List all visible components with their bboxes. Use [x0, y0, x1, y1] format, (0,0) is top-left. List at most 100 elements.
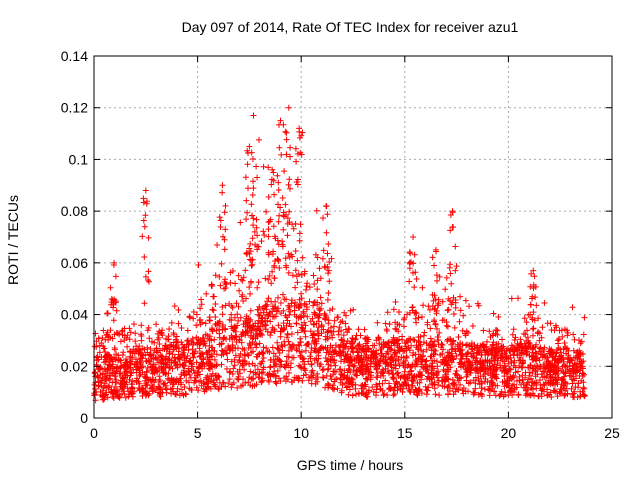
data-point	[170, 388, 177, 395]
data-point	[424, 373, 431, 380]
data-point	[511, 357, 518, 364]
data-point	[412, 309, 419, 316]
data-point	[233, 300, 240, 307]
data-point	[303, 286, 309, 293]
data-point	[375, 362, 382, 369]
data-point	[491, 388, 498, 395]
data-point	[170, 346, 177, 353]
data-point	[329, 385, 336, 392]
data-point	[198, 301, 205, 308]
data-point	[209, 326, 215, 333]
data-point	[286, 369, 292, 376]
data-point	[204, 372, 211, 379]
data-point	[266, 272, 273, 279]
data-point	[304, 313, 311, 320]
data-point	[287, 144, 294, 151]
data-point	[577, 340, 584, 347]
data-point	[344, 374, 351, 381]
data-point	[279, 243, 286, 250]
data-point	[310, 272, 317, 279]
data-point	[267, 356, 274, 363]
data-point	[314, 328, 321, 334]
data-point	[245, 185, 251, 192]
data-point	[119, 374, 126, 381]
data-point	[187, 357, 194, 364]
data-point	[105, 351, 112, 358]
data-point	[100, 327, 107, 334]
data-point	[580, 379, 587, 386]
data-point	[306, 284, 313, 291]
data-point	[142, 392, 149, 399]
data-point	[157, 390, 164, 397]
data-point	[363, 340, 370, 347]
data-point	[574, 360, 581, 367]
data-point	[284, 215, 291, 222]
data-point	[559, 333, 566, 340]
data-point	[104, 394, 111, 401]
x-tick-label: 5	[194, 425, 202, 441]
data-point	[228, 311, 235, 318]
data-point	[264, 317, 271, 324]
data-point	[574, 354, 581, 361]
data-point	[381, 342, 388, 349]
data-point	[325, 270, 332, 277]
data-point	[331, 317, 338, 324]
data-point	[205, 376, 212, 383]
data-point	[268, 298, 275, 305]
data-point	[391, 337, 398, 344]
data-point	[222, 302, 229, 309]
data-point	[437, 352, 444, 358]
data-point	[285, 302, 292, 309]
data-point	[306, 374, 313, 381]
data-point	[547, 320, 554, 327]
data-point	[337, 366, 344, 373]
data-point	[292, 248, 299, 254]
data-point	[283, 211, 289, 218]
data-point	[340, 332, 347, 339]
data-point	[313, 207, 320, 214]
data-point	[268, 280, 275, 287]
data-point	[557, 353, 564, 360]
data-point	[268, 176, 275, 183]
data-point	[324, 333, 331, 340]
data-point	[186, 313, 193, 320]
data-point	[494, 350, 501, 357]
data-point	[525, 364, 532, 371]
data-point	[246, 143, 253, 150]
data-point	[217, 224, 224, 230]
data-point	[229, 268, 236, 274]
data-point	[248, 257, 255, 264]
data-point	[556, 389, 563, 396]
data-point	[390, 374, 397, 381]
data-point	[418, 376, 425, 383]
data-point	[456, 374, 463, 381]
data-point	[145, 392, 152, 399]
data-point	[221, 285, 228, 292]
data-point	[301, 268, 308, 275]
data-point	[212, 272, 219, 279]
data-point	[515, 368, 521, 375]
data-point	[323, 229, 330, 236]
data-point	[554, 337, 561, 344]
data-point	[518, 364, 525, 371]
data-point	[493, 341, 500, 348]
data-point	[284, 220, 291, 227]
data-point	[210, 307, 217, 314]
data-point	[146, 335, 153, 342]
data-point	[352, 371, 359, 378]
data-point	[499, 336, 505, 343]
data-point	[530, 309, 537, 316]
data-point	[395, 340, 401, 347]
data-point	[197, 316, 204, 323]
data-point	[122, 394, 129, 401]
data-point	[363, 346, 370, 353]
data-point	[413, 276, 420, 282]
data-point	[531, 380, 538, 387]
data-point	[328, 255, 335, 262]
data-point	[400, 323, 407, 330]
data-point	[576, 349, 583, 356]
data-point	[406, 278, 413, 285]
data-point	[239, 362, 246, 369]
data-point	[526, 379, 532, 386]
data-point	[133, 377, 140, 384]
